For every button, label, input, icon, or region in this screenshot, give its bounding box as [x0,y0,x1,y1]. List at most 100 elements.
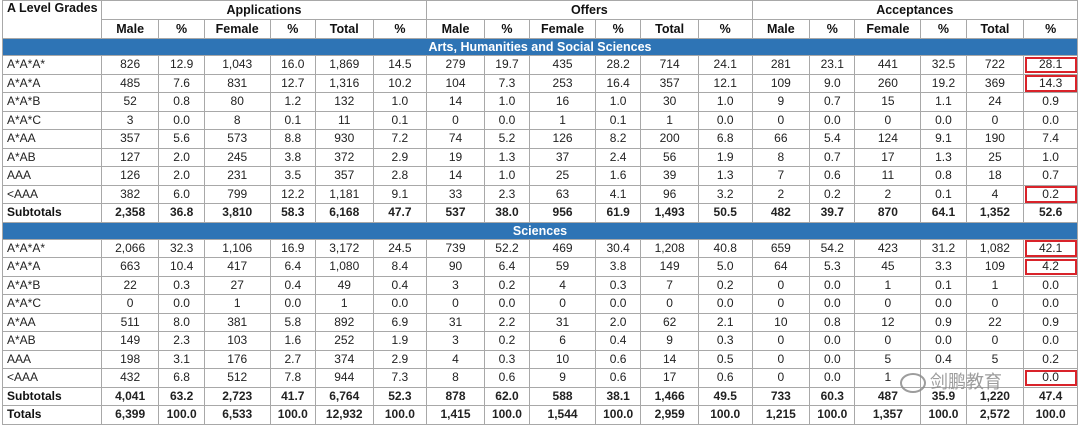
grade-cell: A*AA [2,129,102,149]
value-cell: 0.1 [920,275,967,295]
value-cell: 176 [203,349,271,369]
value-cell: 0.6 [594,368,642,388]
value-cell: 49 [314,275,374,295]
value-cell: 0 [965,110,1025,130]
value-cell: 10.2 [372,73,428,93]
value-cell: 7.2 [372,129,428,149]
value-cell: 14 [426,92,485,112]
value-cell: 12.9 [158,55,205,75]
value-cell: 6.4 [483,257,531,277]
value-cell: 0.9 [920,312,967,332]
value-cell: 31 [426,312,485,332]
value-cell: 7.3 [483,73,531,93]
value-cell: 537 [426,203,485,223]
grade-cell: A*A*A* [2,238,102,258]
value-cell: 0.3 [158,275,205,295]
value-cell: 2.8 [372,166,428,186]
value-cell: 90 [426,257,485,277]
wechat-icon [900,373,926,393]
value-cell: 0.1 [372,110,428,130]
column-header: Male [100,19,160,39]
value-cell: 441 [854,55,922,75]
value-cell: 8.2 [594,129,642,149]
value-cell: 17 [854,147,922,167]
value-cell: 9.1 [372,184,428,204]
value-cell: 0.2 [809,184,856,204]
table-row: <AAA 432 6.8 512 7.8 944 7.3 8 0.6 9 0.6 17 0.6 0 0.0 1… [2,368,1078,388]
value-cell: 30 [640,92,699,112]
value-cell: 0.0 [809,331,856,351]
value-cell: 0.0 [697,110,753,130]
value-cell: 432 [100,368,160,388]
value-cell: 0.0 [697,294,753,314]
section-title: Sciences [2,221,1078,240]
grade-cell: Totals [2,405,102,425]
value-cell: 1.1 [920,92,967,112]
value-cell: 3,172 [314,238,374,258]
value-cell: 12.2 [269,184,316,204]
value-cell: 1 [854,275,922,295]
value-cell: 3.1 [158,349,205,369]
value-cell: 482 [751,203,811,223]
value-cell: 1,208 [640,238,699,258]
value-cell: 2.7 [269,349,316,369]
value-cell: 25 [529,166,596,186]
value-cell: 2,066 [100,238,160,258]
value-cell: 0.0 [1023,110,1078,130]
value-cell: 1,357 [854,405,922,425]
table-row: AAA 198 3.1 176 2.7 374 2.9 4 0.3 10 0.6 14 0.5 0 0.0 5… [2,349,1078,369]
value-cell: 1.3 [483,147,531,167]
value-cell: 1 [529,110,596,130]
table-row: A*A*C 3 0.0 8 0.1 11 0.1 0 0.0 1 0.1 1 0.0 0 0.0 0 0.0 0 0… [2,110,1078,130]
value-cell: 124 [854,129,922,149]
value-cell: 1,352 [965,203,1025,223]
value-cell: 0.0 [1023,294,1078,314]
grade-cell: A*A*C [2,294,102,314]
value-cell: 2.3 [483,184,531,204]
value-cell: 231 [203,166,271,186]
value-cell: 2.3 [158,331,205,351]
value-cell: 24.5 [372,238,428,258]
value-cell: 109 [751,73,811,93]
value-cell: 8.4 [372,257,428,277]
value-cell: 0 [965,294,1025,314]
value-cell: 0.2 [697,275,753,295]
value-cell: 104 [426,73,485,93]
value-cell: 1.0 [483,92,531,112]
value-cell: 47.4 [1023,386,1078,406]
value-cell: 5.6 [158,129,205,149]
section-title: Arts, Humanities and Social Sciences [2,38,1078,56]
value-cell: 1,043 [203,55,271,75]
value-cell: 14 [426,166,485,186]
value-cell: 2,723 [203,386,271,406]
value-cell: 38.1 [594,386,642,406]
table-row: A*AB 149 2.3 103 1.6 252 1.9 3 0.2 6 0.4 9 0.3 0 0.0 0 0… [2,331,1078,351]
value-cell: 2,358 [100,203,160,223]
value-cell: 56 [640,147,699,167]
value-cell: 1,316 [314,73,374,93]
value-cell: 1.3 [697,166,753,186]
value-cell: 374 [314,349,374,369]
value-cell: 663 [100,257,160,277]
value-cell: 6.8 [697,129,753,149]
value-cell: 3 [426,331,485,351]
value-cell: 6,399 [100,405,160,425]
value-cell: 0 [100,294,160,314]
column-header: % [920,19,967,39]
value-cell: 0 [751,110,811,130]
value-cell: 1.0 [594,92,642,112]
value-cell: 9 [751,92,811,112]
value-cell: 1.0 [372,92,428,112]
value-cell: 279 [426,55,485,75]
value-cell: 357 [314,166,374,186]
value-cell: 1,215 [751,405,811,425]
value-cell: 6,533 [203,405,271,425]
value-cell: 5.0 [697,257,753,277]
value-cell: 588 [529,386,596,406]
value-cell: 722 [965,55,1025,75]
value-cell: 714 [640,55,699,75]
value-cell: 369 [965,73,1025,93]
column-header: % [158,19,205,39]
value-cell: 372 [314,147,374,167]
